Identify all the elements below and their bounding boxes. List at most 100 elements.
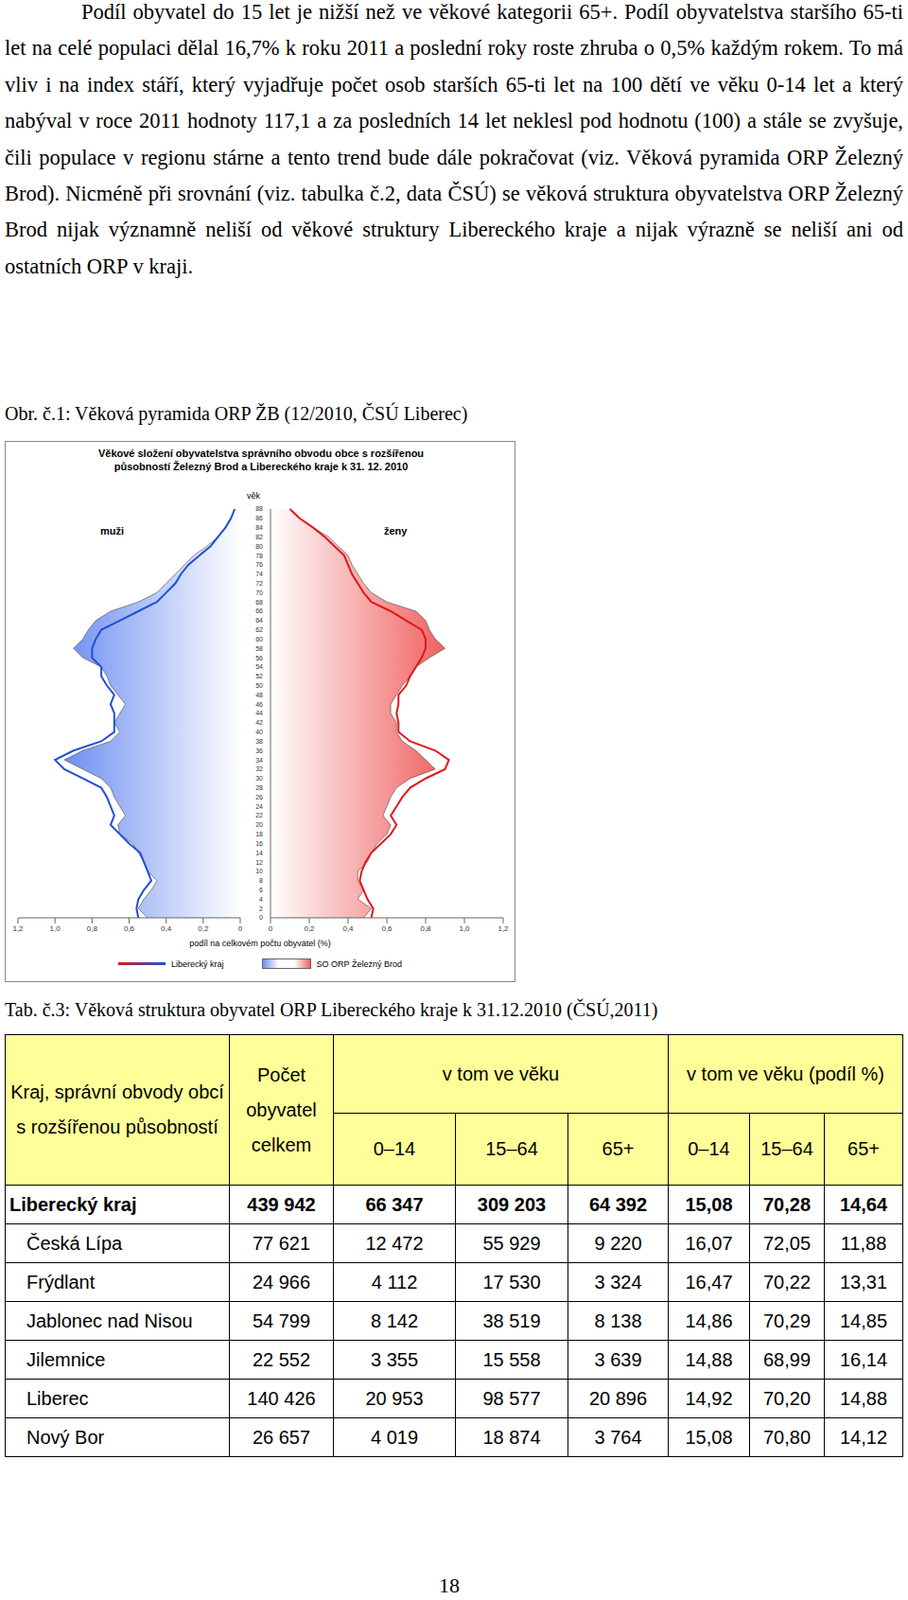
svg-text:54: 54: [255, 663, 263, 670]
html-text:70,29: 70,29: [763, 1309, 811, 1331]
svg-text:1,0: 1,0: [50, 924, 62, 933]
svg-text:66: 66: [255, 607, 263, 614]
html-text:4 112: 4 112: [371, 1270, 418, 1292]
html-text:24 966: 24 966: [252, 1270, 311, 1292]
svg-text:0,4: 0,4: [160, 924, 173, 933]
html-text:8 142: 8 142: [370, 1309, 419, 1331]
svg-text:16: 16: [255, 839, 263, 847]
html-text:Věkové složení obyvatelstva sp: Věkové složení obyvatelstva správního ob…: [98, 447, 424, 472]
html-text:3 355: 3 355: [370, 1348, 419, 1370]
svg-text:22: 22: [255, 811, 263, 819]
html-text:15–64: 15–64: [485, 1137, 538, 1159]
html-text:17 530: 17 530: [482, 1270, 541, 1292]
svg-text:58: 58: [255, 645, 263, 652]
svg-text:60: 60: [255, 635, 263, 643]
svg-text:0,8: 0,8: [87, 924, 99, 933]
svg-text:0,8: 0,8: [419, 924, 432, 933]
html-text:3 324: 3 324: [594, 1270, 642, 1292]
svg-text:70: 70: [255, 589, 263, 596]
html-text:Obr. č.1: Věková pyramida ORP: Obr. č.1: Věková pyramida ORP ŽB (12/201…: [4, 402, 468, 424]
svg-text:28: 28: [255, 784, 263, 791]
svg-text:0,2: 0,2: [303, 924, 315, 933]
html-text:55 929: 55 929: [482, 1231, 541, 1253]
html-text:16,07: 16,07: [685, 1231, 733, 1253]
svg-text:0: 0: [259, 913, 263, 921]
html-text:15–64: 15–64: [760, 1137, 814, 1159]
svg-text:82: 82: [255, 533, 263, 541]
svg-text:18: 18: [255, 830, 263, 838]
svg-text:24: 24: [255, 803, 263, 810]
html-text:12 472: 12 472: [365, 1231, 424, 1253]
html-text:v tom ve věku (podíl %): v tom ve věku (podíl %): [686, 1062, 885, 1084]
svg-text:56: 56: [255, 654, 263, 662]
svg-text:1,2: 1,2: [497, 924, 509, 933]
html-text:54 799: 54 799: [252, 1309, 311, 1331]
html-text:Podíl obyvatel do 15 let je ni: Podíl obyvatel do 15 let je nižší než ve…: [4, 0, 904, 278]
svg-text:0,6: 0,6: [381, 924, 393, 933]
svg-text:62: 62: [255, 626, 263, 633]
svg-text:64: 64: [255, 616, 263, 624]
svg-text:34: 34: [255, 756, 263, 764]
html-text:14,86: 14,86: [685, 1309, 733, 1331]
html-text:v tom ve věku: v tom ve věku: [442, 1062, 560, 1084]
html-text:Česká Lípa: Česká Lípa: [26, 1231, 123, 1253]
svg-text:12: 12: [255, 858, 263, 866]
html-text:72,05: 72,05: [763, 1231, 811, 1253]
svg-text:40: 40: [255, 728, 263, 735]
svg-text:74: 74: [255, 570, 263, 577]
html-text:65+: 65+: [847, 1137, 880, 1159]
html-text:11,88: 11,88: [840, 1231, 887, 1253]
svg-text:26: 26: [255, 793, 263, 801]
svg-text:72: 72: [255, 579, 263, 587]
svg-text:30: 30: [255, 774, 263, 782]
html-text:9 220: 9 220: [594, 1231, 642, 1253]
html-text:16,47: 16,47: [685, 1270, 733, 1292]
svg-text:20: 20: [255, 820, 263, 828]
svg-text:78: 78: [255, 552, 263, 559]
html-text:Počet obyvatel celkem: Počet obyvatel celkem: [246, 1063, 317, 1155]
svg-text:1,2: 1,2: [12, 924, 24, 933]
svg-text:8: 8: [259, 876, 263, 884]
svg-text:52: 52: [255, 672, 263, 680]
html-text:14,85: 14,85: [839, 1309, 888, 1331]
html-text:Tab. č.3: Věková struktura oby: Tab. č.3: Věková struktura obyvatel ORP …: [4, 998, 658, 1020]
html-text:38 519: 38 519: [482, 1309, 541, 1331]
svg-text:86: 86: [255, 514, 263, 522]
html-text:22 552: 22 552: [252, 1348, 311, 1370]
svg-text:4: 4: [259, 895, 263, 903]
html-text:77 621: 77 621: [252, 1231, 311, 1253]
html-text:Frýdlant: Frýdlant: [26, 1270, 95, 1292]
svg-text:36: 36: [255, 747, 263, 754]
html-text:13,31: 13,31: [839, 1270, 888, 1292]
svg-text:0: 0: [268, 924, 274, 933]
svg-text:0,2: 0,2: [197, 924, 210, 933]
svg-text:2: 2: [259, 905, 263, 912]
svg-text:42: 42: [255, 718, 263, 726]
svg-text:0,4: 0,4: [342, 924, 354, 933]
svg-text:6: 6: [259, 886, 263, 893]
html-text:Jilemnice: Jilemnice: [26, 1348, 106, 1370]
svg-text:80: 80: [255, 542, 263, 550]
html-text:70,22: 70,22: [763, 1270, 811, 1292]
svg-text:46: 46: [255, 700, 263, 708]
svg-text:44: 44: [255, 709, 263, 716]
svg-text:32: 32: [255, 765, 263, 772]
html-text:65+: 65+: [602, 1137, 635, 1159]
svg-text:76: 76: [255, 560, 263, 568]
html-text:0–14: 0–14: [687, 1137, 730, 1159]
svg-text:0,6: 0,6: [123, 924, 136, 933]
svg-text:88: 88: [255, 505, 263, 512]
svg-text:50: 50: [255, 681, 263, 689]
svg-text:10: 10: [255, 867, 263, 874]
svg-text:38: 38: [255, 737, 263, 745]
html-text:8 138: 8 138: [594, 1309, 642, 1331]
html-text:Jablonec nad Nisou: Jablonec nad Nisou: [26, 1309, 193, 1331]
svg-text:1,0: 1,0: [458, 924, 471, 933]
svg-text:84: 84: [255, 523, 263, 531]
svg-text:48: 48: [255, 691, 263, 699]
html-text:0–14: 0–14: [373, 1137, 416, 1159]
html-text:Kraj, správní obvody obcí s ro: Kraj, správní obvody obcí s rozšířenou p…: [10, 1081, 224, 1137]
svg-text:68: 68: [255, 598, 263, 606]
svg-text:14: 14: [255, 849, 263, 856]
svg-text:0: 0: [238, 924, 243, 933]
